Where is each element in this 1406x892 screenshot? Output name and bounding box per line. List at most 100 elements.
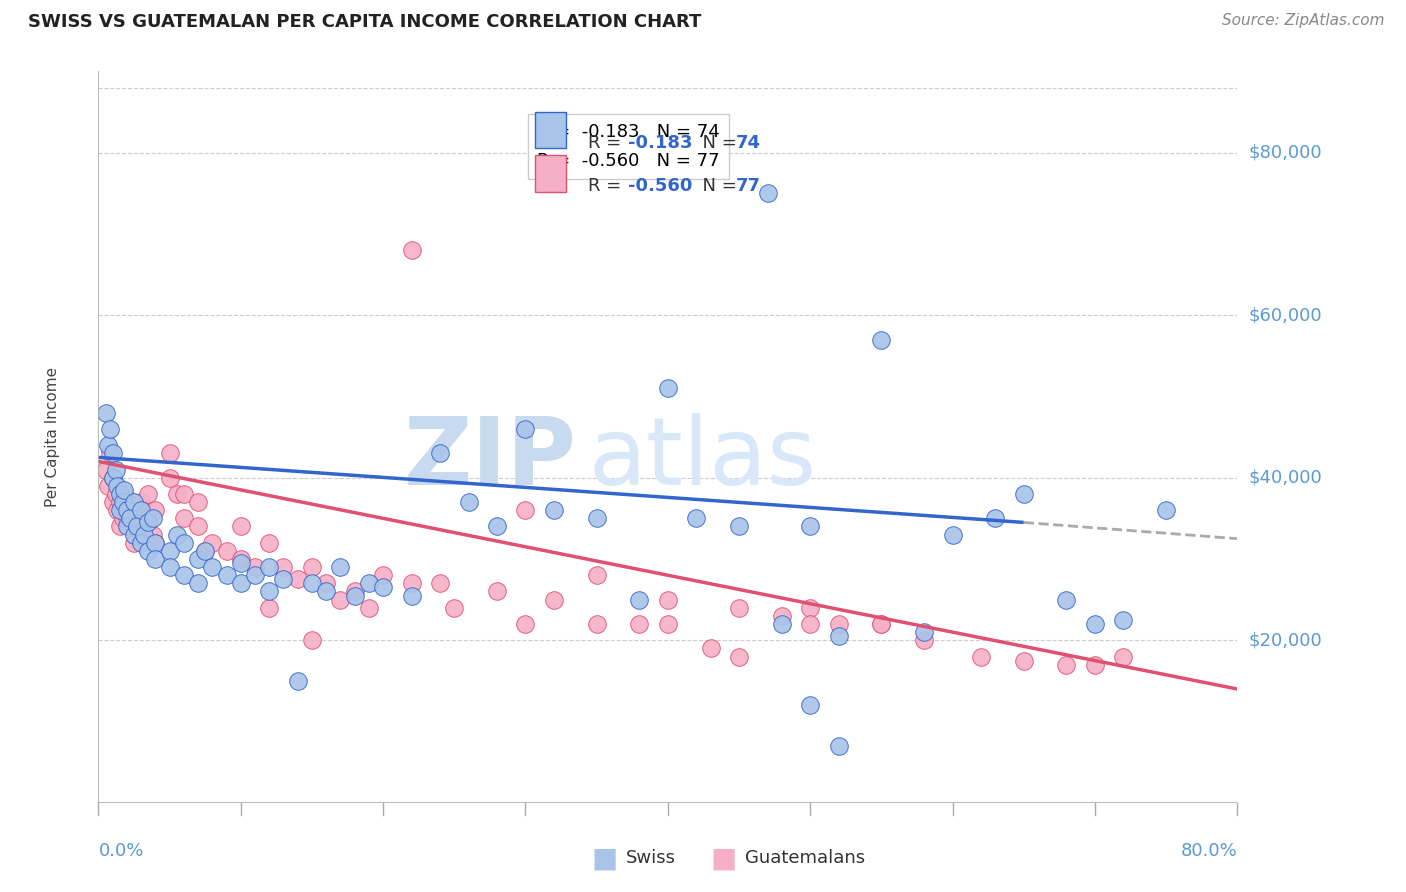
Point	[101, 495, 124, 509]
Point	[301, 560, 323, 574]
Point	[770, 617, 793, 632]
Point	[942, 527, 965, 541]
Text: $40,000: $40,000	[1249, 468, 1322, 487]
Point	[756, 186, 779, 201]
Point	[173, 511, 195, 525]
Point	[543, 503, 565, 517]
Point	[628, 617, 651, 632]
Text: Swiss: Swiss	[626, 849, 676, 867]
Text: 74: 74	[737, 134, 761, 152]
Point	[145, 535, 167, 549]
Point	[429, 446, 451, 460]
Point	[1056, 592, 1078, 607]
Text: ■: ■	[592, 844, 617, 872]
Point	[122, 519, 145, 533]
Point	[699, 641, 721, 656]
Point	[259, 600, 281, 615]
Point	[357, 600, 380, 615]
Point	[243, 560, 266, 574]
Text: R =: R =	[588, 134, 627, 152]
Text: Source: ZipAtlas.com: Source: ZipAtlas.com	[1222, 13, 1385, 29]
Point	[132, 503, 155, 517]
Point	[401, 576, 423, 591]
Point	[94, 462, 117, 476]
Point	[187, 552, 209, 566]
Point	[125, 519, 148, 533]
Point	[159, 544, 181, 558]
Point	[1154, 503, 1177, 517]
Point	[357, 576, 380, 591]
Point	[870, 617, 893, 632]
Point	[111, 495, 134, 509]
Point	[799, 698, 821, 713]
Point	[229, 552, 252, 566]
Point	[799, 617, 821, 632]
Point	[486, 519, 509, 533]
Point	[108, 519, 131, 533]
Point	[115, 495, 138, 509]
Text: 77: 77	[737, 178, 761, 195]
Point	[129, 527, 152, 541]
Point	[118, 511, 141, 525]
Point	[187, 576, 209, 591]
Point	[429, 576, 451, 591]
Text: N =: N =	[690, 134, 742, 152]
Point	[315, 584, 337, 599]
Point	[229, 556, 252, 570]
Point	[657, 592, 679, 607]
Point	[136, 544, 159, 558]
Point	[108, 495, 131, 509]
Point	[443, 600, 465, 615]
Point	[118, 503, 141, 517]
Point	[585, 511, 607, 525]
Point	[657, 381, 679, 395]
Point	[828, 739, 851, 753]
Point	[1056, 657, 1078, 672]
Point	[173, 568, 195, 582]
Point	[104, 487, 127, 501]
Point	[105, 503, 128, 517]
Point	[329, 560, 352, 574]
Point	[125, 511, 148, 525]
Point	[657, 617, 679, 632]
Point	[215, 544, 238, 558]
Point	[132, 527, 155, 541]
Point	[136, 511, 159, 525]
Point	[115, 511, 138, 525]
Point	[585, 617, 607, 632]
Point	[970, 649, 993, 664]
Point	[329, 592, 352, 607]
Point	[187, 495, 209, 509]
Point	[166, 527, 188, 541]
Point	[94, 406, 117, 420]
Text: $60,000: $60,000	[1249, 306, 1322, 324]
Point	[401, 243, 423, 257]
Point	[105, 479, 128, 493]
Point	[201, 535, 224, 549]
Point	[101, 446, 124, 460]
Point	[108, 487, 131, 501]
Point	[515, 422, 537, 436]
Text: $80,000: $80,000	[1249, 144, 1322, 161]
Point	[301, 633, 323, 648]
Point	[259, 560, 281, 574]
Point	[98, 422, 121, 436]
Point	[229, 576, 252, 591]
Point	[1012, 487, 1035, 501]
Point	[585, 568, 607, 582]
Point	[301, 576, 323, 591]
Point	[287, 572, 309, 586]
Point	[1084, 657, 1107, 672]
Point	[373, 581, 395, 595]
Point	[136, 487, 159, 501]
Point	[129, 535, 152, 549]
Point	[1112, 613, 1135, 627]
Point	[243, 568, 266, 582]
Point	[770, 608, 793, 623]
Point	[1012, 654, 1035, 668]
Point	[343, 584, 366, 599]
Point	[194, 544, 217, 558]
Point	[870, 333, 893, 347]
Text: -0.183: -0.183	[628, 134, 693, 152]
Point	[141, 511, 163, 525]
